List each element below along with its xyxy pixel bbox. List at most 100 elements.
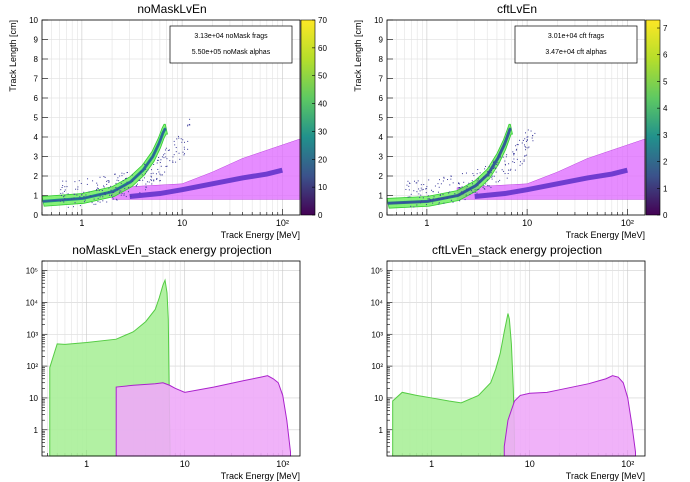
scatter-dot xyxy=(526,139,528,141)
y-tick-label: 5 xyxy=(379,114,384,123)
colorbar-tick-label: 5 xyxy=(663,77,668,86)
scatter-dot xyxy=(99,196,101,198)
scatter-dot xyxy=(166,158,168,160)
scatter-dot xyxy=(442,194,444,196)
scatter-dot xyxy=(506,154,508,156)
scatter-dot xyxy=(151,183,153,185)
scatter-dot xyxy=(478,188,480,190)
scatter-dot xyxy=(458,183,460,185)
scatter-dot xyxy=(459,200,461,202)
scatter-dot xyxy=(163,157,165,159)
scatter-dot xyxy=(466,185,468,187)
colorbar-tick-label: 60 xyxy=(318,44,327,53)
scatter-dot xyxy=(504,163,506,165)
y-tick-label: 7 xyxy=(34,75,39,84)
scatter-dot xyxy=(420,194,422,196)
colorbar-tick-label: 4 xyxy=(663,104,668,113)
scatter-dot xyxy=(172,156,174,158)
scatter-dot xyxy=(93,203,95,205)
scatter-dot xyxy=(517,144,519,146)
scatter-dot xyxy=(81,193,83,195)
scatter-dot xyxy=(515,145,517,147)
scatter-dot xyxy=(505,164,507,166)
scatter-dot xyxy=(146,181,148,183)
scatter-dot xyxy=(99,201,101,203)
scatter-dot xyxy=(410,205,412,207)
scatter-dot xyxy=(488,185,490,187)
plot-frame xyxy=(386,19,646,216)
scatter-dot xyxy=(461,173,463,175)
scatter-dot xyxy=(121,172,123,174)
scatter-dot xyxy=(159,180,161,182)
scatter-dot xyxy=(104,194,106,196)
scatter-dot xyxy=(426,186,428,188)
y-tick-label: 10 xyxy=(374,16,383,25)
scatter-dot xyxy=(410,193,412,195)
y-tick-label: 0 xyxy=(379,211,384,220)
y-tick-label: 9 xyxy=(379,36,384,45)
scatter-dot xyxy=(495,181,497,183)
scatter-dot xyxy=(150,173,152,175)
scatter-dot xyxy=(486,171,488,173)
y-tick-label: 4 xyxy=(379,133,384,142)
scatter-dot xyxy=(504,160,506,162)
scatter-dot xyxy=(85,194,87,196)
scatter-dot xyxy=(166,165,168,167)
scatter-dot xyxy=(474,192,476,194)
scatter-dot xyxy=(419,196,421,198)
scatter-dot xyxy=(83,196,85,198)
scatter-dot xyxy=(418,193,420,195)
scatter-dot xyxy=(526,136,528,138)
scatter-dot xyxy=(66,186,68,188)
scatter-dot xyxy=(464,199,466,201)
scatter-dot xyxy=(189,118,191,120)
x-tick-label: 1 xyxy=(79,218,84,228)
y-tick-label: 10⁴ xyxy=(371,298,384,307)
alpha-core xyxy=(474,167,628,199)
scatter-dot xyxy=(119,190,121,192)
scatter-dot xyxy=(482,186,484,188)
scatter-dot xyxy=(92,180,94,182)
scatter-dot xyxy=(525,132,527,134)
scatter-dot xyxy=(534,132,536,134)
scatter-dot xyxy=(443,176,445,178)
scatter-dot xyxy=(111,192,113,194)
scatter-dot xyxy=(145,187,147,189)
scatter-dot xyxy=(432,191,434,193)
scatter-dot xyxy=(164,149,166,151)
scatter-dot xyxy=(416,204,418,206)
scatter-dot xyxy=(431,189,433,191)
scatter-dot xyxy=(158,157,160,159)
chart-title: noMaskLvEn xyxy=(137,2,206,16)
x-tick-label: 10 xyxy=(177,218,187,228)
scatter-dot xyxy=(150,175,152,177)
scatter-dot xyxy=(449,191,451,193)
scatter-dot xyxy=(476,173,478,175)
scatter-dot xyxy=(121,193,123,195)
scatter-dot xyxy=(107,180,109,182)
scatter-dot xyxy=(175,161,177,163)
scatter-dot xyxy=(187,125,189,127)
legend-box xyxy=(514,25,638,64)
scatter-dot xyxy=(157,159,159,161)
scatter-dot xyxy=(150,176,152,178)
scatter-dot xyxy=(87,178,89,180)
scatter-dot xyxy=(120,182,122,184)
scatter-dot xyxy=(62,192,64,194)
scatter-dot xyxy=(413,180,415,182)
scatter-dot xyxy=(446,197,448,199)
scatter-dot xyxy=(106,201,108,203)
scatter-dot xyxy=(140,171,142,173)
scatter-dot xyxy=(102,196,104,198)
scatter-dot xyxy=(67,206,69,208)
scatter-dot xyxy=(179,158,181,160)
scatter-dot xyxy=(74,181,76,183)
scatter-dot xyxy=(485,183,487,185)
scatter-dot xyxy=(530,130,532,132)
scatter-dot xyxy=(88,191,90,193)
scatter-dot xyxy=(62,200,64,202)
scatter-dot xyxy=(83,191,85,193)
scatter-dot xyxy=(115,182,117,184)
scatter-dot xyxy=(413,190,415,192)
